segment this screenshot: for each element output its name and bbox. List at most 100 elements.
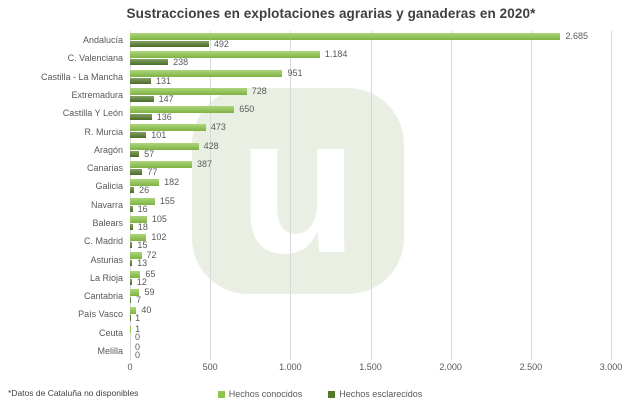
bar-esclarecidos — [130, 242, 133, 249]
gridline — [130, 31, 131, 360]
chart-title: Sustracciones en explotaciones agrarias … — [126, 6, 536, 21]
bar-conocidos — [130, 33, 561, 40]
x-tick-label: 1.000 — [279, 362, 302, 372]
category-row: Aragón 428 57 — [94, 141, 611, 159]
value-label: 136 — [156, 112, 172, 123]
bar-conocidos — [130, 69, 283, 77]
bar-esclarecidos — [130, 223, 133, 230]
category-row: C. Madrid 102 15 — [84, 232, 611, 250]
category-label: Balears — [92, 217, 123, 228]
bar-conocidos — [130, 288, 140, 296]
value-label: 0 — [135, 341, 141, 352]
bar-esclarecidos — [130, 205, 133, 212]
bar-esclarecidos — [130, 95, 154, 102]
category-label: Melilla — [97, 345, 123, 356]
bar-esclarecidos — [130, 296, 132, 303]
value-label: 59 — [144, 286, 155, 297]
value-label: 650 — [239, 104, 255, 115]
value-label: 147 — [158, 93, 174, 104]
value-label: 57 — [144, 148, 155, 159]
category-label: Aragón — [93, 144, 123, 155]
value-label: 13 — [137, 258, 148, 269]
bar-conocidos — [130, 215, 147, 223]
value-label: 40 — [141, 305, 152, 316]
category-label: Galicia — [95, 181, 123, 192]
gridline — [370, 31, 372, 360]
value-label: 7 — [136, 294, 142, 305]
value-label: 77 — [147, 166, 158, 177]
category-row: Castilla Y León 650 136 — [63, 104, 611, 123]
category-label: C. Madrid — [83, 236, 123, 247]
value-label: 1 — [135, 323, 141, 334]
category-row: Galicia 182 26 — [95, 177, 611, 196]
legend-label-esclarecidos: Hechos esclarecidos — [339, 389, 423, 399]
value-label: 26 — [139, 185, 150, 196]
x-tick-label: 2.500 — [519, 362, 543, 372]
category-label: Ceuta — [98, 327, 123, 338]
legend-swatch-esclarecidos — [328, 390, 336, 398]
value-label: 2.685 — [565, 31, 589, 41]
category-row: Cantabria 59 7 — [84, 286, 611, 305]
value-label: 16 — [137, 203, 148, 214]
gridline — [530, 31, 532, 360]
category-row: Navarra 155 16 — [91, 195, 611, 214]
legend: Hechos conocidos Hechos esclarecidos — [0, 389, 640, 399]
bar-conocidos — [130, 307, 137, 315]
bar-esclarecidos — [130, 114, 152, 121]
x-axis-ticks: 0 500 1.000 1.500 2.000 2.500 3.000 — [127, 362, 622, 374]
plot-area: u Andalucía 2.685 492 C. Valenciana 1.184 238… — [41, 31, 612, 360]
category-row: Melilla 0 0 — [97, 341, 611, 360]
value-label: 0 — [135, 331, 141, 342]
bar-conocidos — [130, 197, 155, 205]
category-label: Navarra — [90, 199, 123, 210]
category-row: Extremadura 728 147 — [71, 86, 611, 104]
category-label: Castilla - La Mancha — [40, 71, 123, 82]
bar-conocidos — [130, 87, 247, 95]
category-row: Balears 105 18 — [92, 213, 611, 232]
bar-esclarecidos — [130, 132, 147, 139]
category-label: La Rioja — [89, 272, 123, 283]
category-row: Asturias 72 13 — [90, 250, 611, 269]
value-label: 182 — [164, 177, 180, 188]
bar-conocidos — [130, 142, 199, 150]
category-row: País Vasco 40 1 — [78, 305, 611, 324]
watermark-letter: u — [238, 75, 358, 294]
value-label: 12 — [136, 276, 147, 287]
category-label: R. Murcia — [84, 126, 123, 137]
value-label: 72 — [146, 250, 157, 261]
value-label: 155 — [159, 195, 175, 206]
bar-conocidos — [130, 179, 160, 187]
bar-esclarecidos — [130, 150, 140, 157]
bar-esclarecidos — [130, 260, 133, 267]
value-label: 131 — [156, 75, 172, 86]
category-label: Cantabria — [83, 291, 123, 302]
watermark-logo: u — [192, 75, 404, 294]
bar-conocidos — [130, 234, 147, 242]
gridline — [290, 31, 292, 360]
category-label: C. Valenciana — [67, 53, 123, 64]
bar-esclarecidos — [130, 278, 132, 285]
legend-item-esclarecidos: Hechos esclarecidos — [328, 389, 422, 399]
value-label: 0 — [135, 349, 141, 360]
category-label: País Vasco — [78, 309, 123, 320]
category-row: Canarias 387 77 — [87, 158, 611, 177]
value-label: 1 — [135, 313, 141, 324]
bar-conocidos — [130, 106, 235, 114]
value-label: 65 — [145, 268, 156, 279]
gridline — [210, 31, 212, 360]
value-label: 105 — [151, 213, 167, 224]
legend-item-conocidos: Hechos conocidos — [217, 389, 302, 399]
bar-esclarecidos — [130, 59, 169, 66]
bar-rows: Andalucía 2.685 492 C. Valenciana 1.184 238 Ca… — [41, 31, 611, 360]
category-row: Castilla - La Mancha 951 131 — [41, 67, 611, 86]
category-label: Castilla Y León — [62, 108, 123, 119]
bar-esclarecidos — [130, 77, 151, 84]
bar-conocidos — [130, 160, 193, 168]
footnote: *Datos de Cataluña no disponibles — [8, 388, 139, 398]
gridline — [611, 31, 612, 360]
value-label: 387 — [197, 158, 213, 169]
value-label: 951 — [287, 67, 303, 78]
category-label: Asturias — [90, 254, 123, 265]
category-row: R. Murcia 473 101 — [84, 122, 611, 140]
